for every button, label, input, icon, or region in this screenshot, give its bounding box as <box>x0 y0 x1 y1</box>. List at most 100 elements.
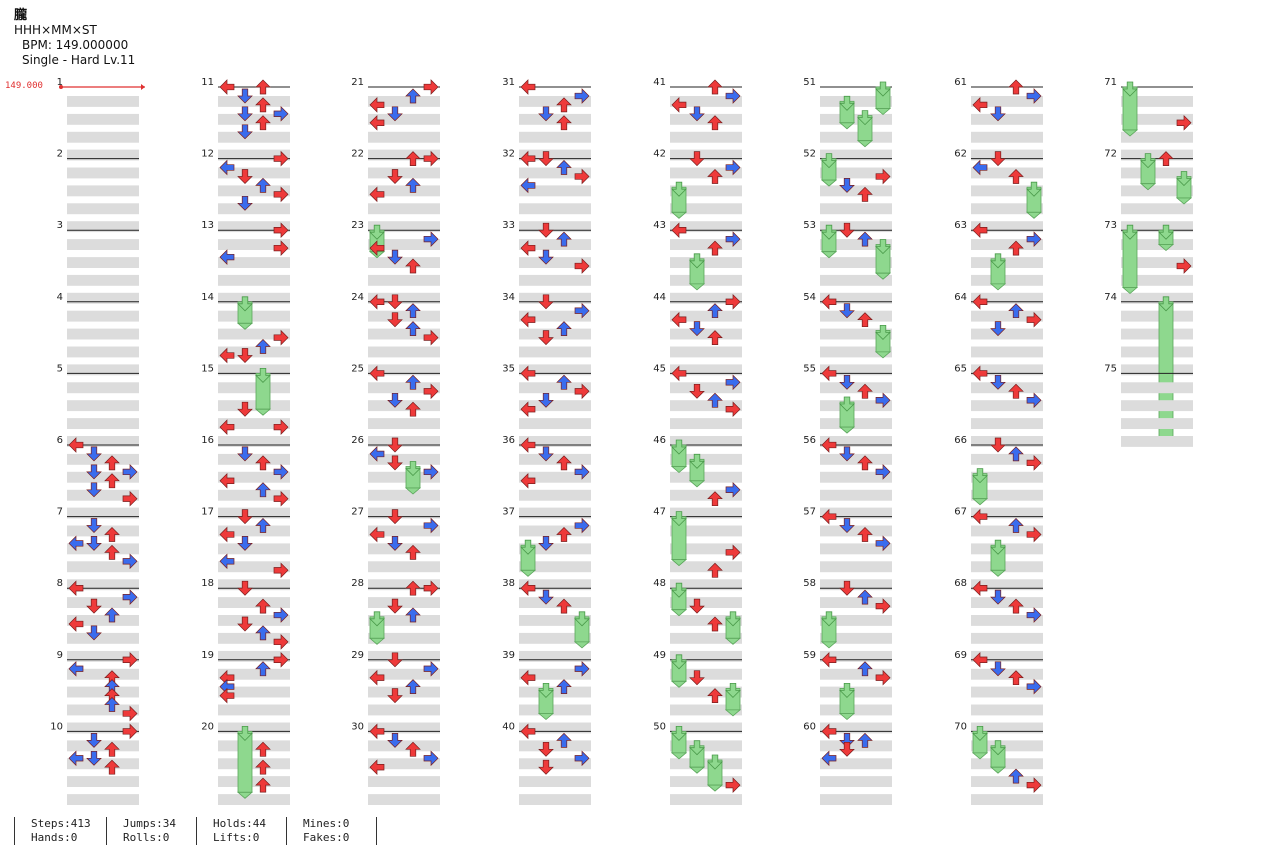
beat-band <box>218 597 290 608</box>
up-arrow-note <box>405 88 421 104</box>
down-arrow-note <box>839 446 855 462</box>
measure-4: 4 <box>57 292 139 376</box>
right-arrow-note <box>1026 777 1042 793</box>
up-arrow-note <box>255 115 271 131</box>
hold-tail <box>874 351 892 359</box>
hold-tail <box>670 211 688 219</box>
beat-band <box>67 185 139 197</box>
up-arrow-note <box>556 598 572 614</box>
right-arrow-note <box>273 651 289 668</box>
up-arrow-note <box>556 321 572 336</box>
up-arrow-note <box>556 160 572 175</box>
right-arrow-note <box>1026 455 1042 471</box>
up-arrow-note <box>255 759 271 775</box>
down-arrow-note <box>538 446 554 462</box>
measure-46: 46 <box>653 435 742 519</box>
hold-tail <box>688 480 706 488</box>
right-arrow-note <box>122 464 138 480</box>
hold-head-arrow <box>875 324 891 340</box>
up-arrow-note <box>405 544 421 560</box>
beat-band <box>218 310 290 322</box>
measure-number: 73 <box>1104 220 1117 231</box>
measure-number: 42 <box>653 149 666 160</box>
hold-tail <box>724 709 742 717</box>
right-arrow-note <box>423 464 439 480</box>
right-arrow-note <box>273 562 289 579</box>
measure-number: 45 <box>653 363 666 374</box>
down-arrow-note <box>86 536 102 551</box>
beat-band <box>67 436 139 447</box>
down-arrow-note <box>86 625 102 641</box>
hold-head-arrow <box>839 95 855 111</box>
measure-number: 75 <box>1104 363 1117 374</box>
measure-number: 9 <box>57 650 63 661</box>
beat-band <box>971 382 1043 394</box>
measure-39: 39 <box>502 650 591 734</box>
beat-band <box>368 364 440 376</box>
bpm-change-start-dot <box>59 85 63 89</box>
down-arrow-note <box>689 321 705 337</box>
beat-band <box>971 292 1043 304</box>
beat-band <box>670 650 742 662</box>
measure-number: 2 <box>57 149 63 160</box>
up-arrow-note <box>405 580 421 596</box>
hold-head-arrow <box>990 740 1006 756</box>
right-arrow-note <box>273 419 289 435</box>
hold-tail <box>820 179 838 187</box>
beat-band <box>519 722 591 734</box>
beat-band <box>971 704 1043 716</box>
hold-head-arrow <box>671 511 687 527</box>
up-arrow-note <box>1008 518 1024 533</box>
beat-band <box>519 794 591 805</box>
right-arrow-note <box>273 329 289 346</box>
beat-band <box>67 615 139 626</box>
up-arrow-note <box>405 741 421 757</box>
beat-band <box>519 346 591 358</box>
hold-tail <box>971 752 989 760</box>
beat-band <box>1121 239 1193 250</box>
measure-47: 47 <box>653 507 742 591</box>
left-arrow-note <box>821 750 837 767</box>
left-arrow-note <box>219 553 235 570</box>
measure-number: 24 <box>351 292 364 303</box>
beat-band <box>368 561 440 573</box>
right-arrow-note <box>122 705 138 722</box>
up-arrow-note <box>857 383 873 399</box>
up-arrow-note <box>857 527 873 542</box>
right-arrow-note <box>574 88 590 104</box>
beat-band <box>820 579 892 591</box>
beat-band <box>519 776 591 787</box>
beat-band <box>971 722 1043 734</box>
left-arrow-note <box>972 159 988 176</box>
measure-number: 7 <box>57 507 63 518</box>
hold-head-arrow <box>1158 296 1174 312</box>
hold-tail <box>670 609 688 617</box>
right-arrow-note <box>875 464 891 480</box>
left-arrow-note <box>520 669 536 686</box>
up-arrow-note <box>255 625 271 641</box>
measure-22: 22 <box>351 149 440 233</box>
measure-1: 1 <box>57 77 139 161</box>
down-arrow-note <box>839 222 855 238</box>
beat-band <box>1121 185 1193 197</box>
measure-72: 72 <box>1104 149 1193 233</box>
up-arrow-note <box>405 258 421 274</box>
up-arrow-note <box>707 491 723 507</box>
beat-band <box>670 525 742 537</box>
down-arrow-note <box>237 446 253 462</box>
right-arrow-note <box>1176 258 1192 274</box>
down-arrow-note <box>387 455 403 471</box>
right-arrow-note <box>574 517 590 534</box>
measure-34: 34 <box>502 292 591 376</box>
measure-number: 53 <box>803 220 816 231</box>
beat-band <box>218 185 290 197</box>
beat-band <box>670 758 742 770</box>
measure-48: 48 <box>653 578 742 662</box>
beat-band <box>1121 96 1193 107</box>
measure-53: 53 <box>803 220 892 304</box>
beat-band <box>368 794 440 805</box>
beat-band <box>820 615 892 626</box>
measure-number: 32 <box>502 149 515 160</box>
beat-band <box>368 221 440 233</box>
up-arrow-note <box>556 527 572 542</box>
